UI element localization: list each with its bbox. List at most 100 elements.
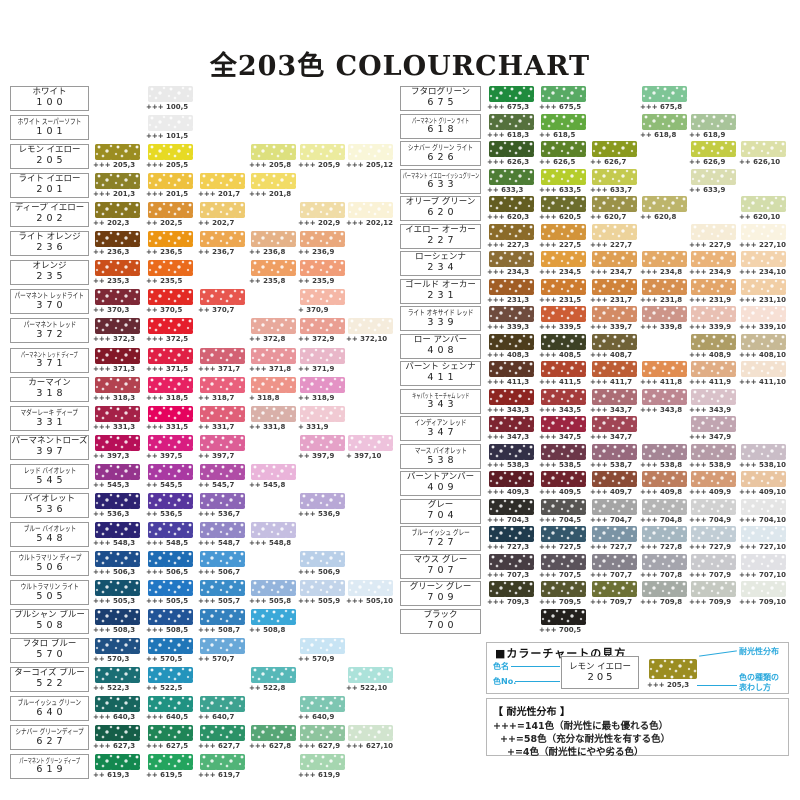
color-swatch: [592, 416, 637, 432]
lightfastness-code: +++ 339,7: [590, 323, 633, 331]
color-swatch: [741, 306, 786, 322]
color-swatch: [592, 224, 637, 240]
lightfastness-code: ++ 372,9: [298, 335, 335, 343]
color-label: パーマネント グリーン ディープ 619: [10, 754, 89, 779]
color-name: ホワイト: [32, 87, 67, 98]
color-swatch: [95, 464, 140, 480]
color-swatch: [200, 435, 245, 451]
color-swatch: [541, 306, 586, 322]
color-label: オリーブ グリーン 620: [400, 196, 481, 221]
lightfastness-code: +++ 234,5: [539, 268, 582, 276]
color-number: 371: [36, 358, 67, 370]
color-swatch: [642, 251, 687, 267]
lightfastness-code: +++ 372,5: [146, 335, 189, 343]
color-number: 100: [36, 97, 67, 109]
color-number: 231: [427, 290, 458, 302]
lightfastness-code: +++ 371,5: [146, 365, 189, 373]
legend-distribution-title: 【 耐光性分布 】: [493, 707, 570, 718]
color-name: ブルーイッシュ グリーン: [17, 697, 82, 707]
lightfastness-code: ++ 235,8: [249, 277, 286, 285]
lightfastness-code: ++ 618,8: [640, 131, 677, 139]
color-swatch: [200, 580, 245, 596]
color-swatch: [348, 144, 393, 160]
color-swatch: [95, 318, 140, 334]
lightfastness-code: ++ 570,5: [146, 655, 183, 663]
color-swatch: [489, 581, 534, 597]
lightfastness-code: +++ 709,9: [689, 598, 732, 606]
lightfastness-code: +++ 202,9: [298, 219, 341, 227]
lightfastness-code: +++ 640,5: [146, 713, 189, 721]
color-number: 318: [36, 388, 67, 400]
color-swatch: [541, 526, 586, 542]
color-number: 700: [427, 620, 458, 632]
color-swatch: [691, 279, 736, 295]
color-label: バーントアンバー 409: [400, 471, 481, 496]
color-swatch: [541, 251, 586, 267]
color-swatch: [489, 279, 534, 295]
lightfastness-code: +++ 633,5: [539, 186, 582, 194]
color-swatch: [95, 754, 140, 770]
lightfastness-code: +++ 626,3: [487, 158, 530, 166]
color-label: ホワイト スーパーソフト 101: [10, 115, 89, 140]
lightfastness-code: +++ 538,7: [590, 461, 633, 469]
color-name: プルシャン ブルー: [14, 610, 85, 621]
color-swatch: [489, 196, 534, 212]
color-label: ブラック 700: [400, 609, 481, 634]
color-swatch: [691, 471, 736, 487]
legend-distribution: 【 耐光性分布 】 +++=141色（耐光性に最も優れる色） ++=58色（充分…: [486, 698, 789, 758]
color-swatch: [592, 526, 637, 542]
color-name: ブルーイッシュ グレー: [411, 527, 470, 537]
color-number: 619: [36, 764, 67, 776]
lightfastness-code: +++ 505,10: [346, 597, 394, 605]
color-swatch: [642, 86, 687, 102]
lightfastness-code: +++ 704,3: [487, 516, 530, 524]
lightfastness-code: +++ 343,5: [539, 406, 582, 414]
color-name: キャパット モーチャム レッド: [411, 392, 470, 401]
color-swatch: [541, 609, 586, 625]
lightfastness-code: +++ 205,9: [298, 161, 341, 169]
color-swatch: [300, 348, 345, 364]
lightfastness-code: +++ 347,3: [487, 433, 530, 441]
lightfastness-code: ++ 626,5: [539, 158, 576, 166]
lightfastness-code: +++ 506,7: [198, 568, 241, 576]
color-name: ローシェンナ: [415, 252, 466, 263]
lightfastness-code: +++ 371,8: [249, 365, 292, 373]
color-number: 343: [427, 399, 458, 411]
lightfastness-code: ++ 619,5: [146, 771, 183, 779]
color-swatch: [300, 435, 345, 451]
lightfastness-code: +++ 506,9: [298, 568, 341, 576]
color-label: ロー アンバー 408: [400, 334, 481, 359]
lightfastness-code: ++ 633,3: [487, 186, 524, 194]
lightfastness-code: +++ 709,5: [539, 598, 582, 606]
color-swatch: [592, 444, 637, 460]
color-name: ブルー バイオレット: [23, 523, 76, 533]
color-name: バーントアンバー: [406, 472, 475, 483]
color-swatch: [348, 667, 393, 683]
color-swatch: [642, 114, 687, 130]
color-swatch: [541, 389, 586, 405]
lightfastness-code: ++ 545,8: [249, 481, 286, 489]
lightfastness-code: +++ 727,5: [539, 543, 582, 551]
color-swatch: [148, 667, 193, 683]
lightfastness-code: ++ 236,3: [93, 248, 130, 256]
lightfastness-code: +++ 408,10: [739, 351, 787, 359]
color-swatch: [348, 318, 393, 334]
color-name: バーント シェンナ: [405, 362, 476, 373]
lightfastness-code: +++ 409,10: [739, 488, 787, 496]
color-swatch: [541, 471, 586, 487]
color-swatch: [348, 580, 393, 596]
lightfastness-code: +++ 707,8: [640, 571, 683, 579]
color-swatch: [741, 554, 786, 570]
color-swatch: [300, 406, 345, 422]
color-swatch: [691, 114, 736, 130]
color-name: ロー アンバー: [413, 335, 468, 346]
color-swatch: [642, 471, 687, 487]
lightfastness-code: +++ 234,10: [739, 268, 787, 276]
color-swatch: [741, 499, 786, 515]
lightfastness-code: ++ 570,7: [198, 655, 235, 663]
legend-leader-line: [511, 666, 560, 667]
color-swatch: [95, 202, 140, 218]
color-label: ディープ イエロー 202: [10, 202, 89, 227]
color-swatch: [348, 725, 393, 741]
color-swatch: [489, 389, 534, 405]
